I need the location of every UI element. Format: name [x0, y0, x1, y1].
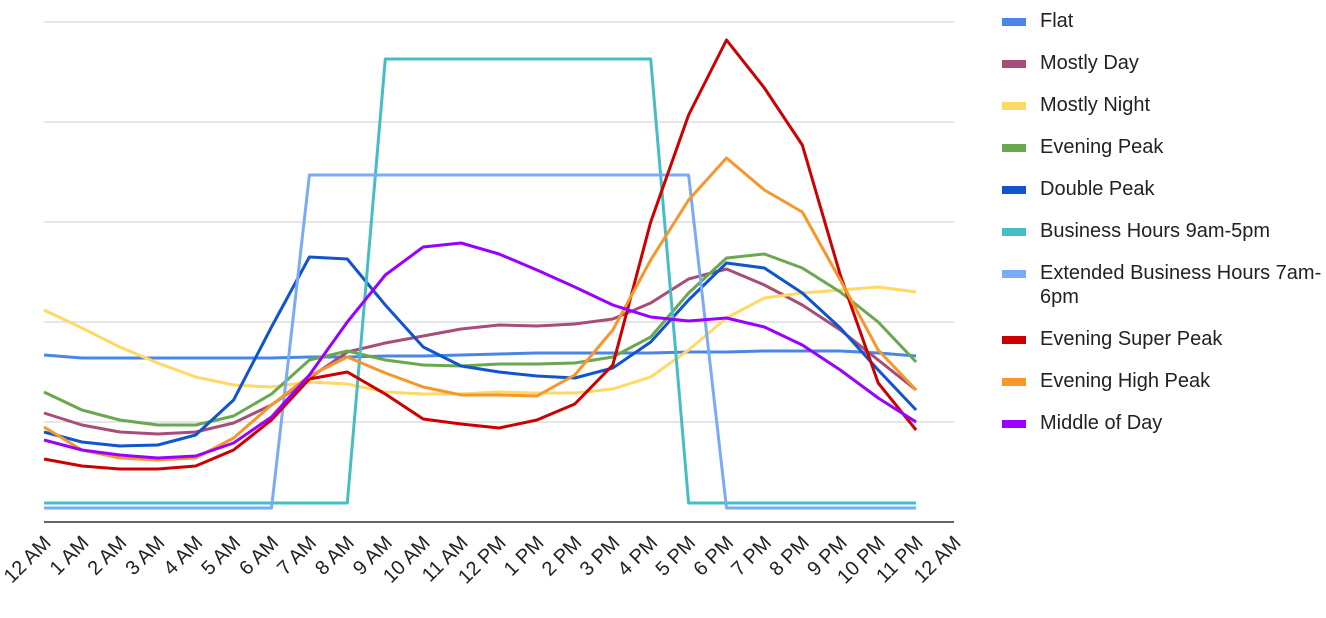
x-tick-label: 3 PM — [576, 532, 625, 581]
x-tick-label: 2 AM — [84, 532, 132, 580]
legend-swatch — [1002, 228, 1026, 236]
series-line — [43, 267, 918, 436]
legend-item: Business Hours 9am-5pm — [1000, 219, 1326, 243]
x-tick-label: 5 AM — [197, 532, 245, 580]
x-tick-label: 1 PM — [500, 532, 549, 581]
series-line — [43, 349, 917, 360]
series-line — [43, 285, 917, 396]
legend-label: Business Hours 9am-5pm — [1040, 220, 1271, 242]
legend-item: Double Peak — [1000, 177, 1326, 201]
x-tick-label: 7 PM — [727, 532, 776, 581]
x-tick-label: 1 AM — [46, 532, 94, 580]
legend-swatch — [1002, 60, 1026, 68]
legend-swatch — [1002, 336, 1026, 344]
legend-swatch — [1002, 186, 1026, 194]
legend-item: Flat — [1000, 9, 1326, 33]
series-line — [43, 252, 918, 427]
x-tick-label: 6 AM — [235, 532, 283, 580]
x-tick-label: 4 PM — [614, 532, 663, 581]
legend-item: Mostly Night — [1000, 93, 1326, 117]
x-tick-label: 5 PM — [652, 532, 701, 581]
legend-swatch — [1002, 144, 1026, 152]
legend-item: Evening High Peak — [1000, 369, 1326, 393]
legend-label: Middle of Day — [1040, 412, 1163, 434]
legend-item: Evening Peak — [1000, 135, 1326, 159]
legend-label: Evening Super Peak — [1040, 328, 1223, 350]
series-line — [43, 241, 917, 460]
legend-item: Middle of Day — [1000, 411, 1326, 435]
series-line — [43, 156, 918, 462]
legend-label: Evening Peak — [1040, 136, 1164, 158]
x-tick-label: 12 AM — [0, 532, 56, 588]
legend-item: Extended Business Hours 7am-6pm — [1000, 261, 1326, 309]
x-tick-label: 6 PM — [689, 532, 738, 581]
x-tick-label: 4 AM — [159, 532, 207, 580]
legend-label: Flat — [1040, 10, 1074, 32]
legend-label: Mostly Night — [1040, 94, 1151, 116]
legend-swatch — [1002, 378, 1026, 386]
legend-label: Double Peak — [1040, 178, 1155, 200]
legend-item: Mostly Day — [1000, 51, 1326, 75]
legend-swatch — [1002, 102, 1026, 110]
legend-swatch — [1002, 18, 1026, 26]
legend-label: Mostly Day — [1040, 52, 1139, 74]
x-tick-label: 8 PM — [765, 532, 814, 581]
series-line — [43, 38, 918, 471]
legend-swatch — [1002, 270, 1026, 278]
x-tick-label: 8 AM — [311, 532, 359, 580]
series-line — [43, 255, 918, 448]
legend-label: Extended Business Hours 7am-6pm — [1040, 262, 1322, 308]
legend-label: Evening High Peak — [1040, 370, 1211, 392]
x-tick-label: 3 AM — [122, 532, 170, 580]
legend-item: Evening Super Peak — [1000, 327, 1326, 351]
x-tick-label: 2 PM — [538, 532, 587, 581]
x-tick-label: 7 AM — [273, 532, 321, 580]
series-line — [44, 173, 917, 510]
legend-swatch — [1002, 420, 1026, 428]
legend: Flat Mostly Day Mostly Night Evening Peak Do… — [1000, 9, 1326, 453]
series-line — [44, 57, 917, 505]
